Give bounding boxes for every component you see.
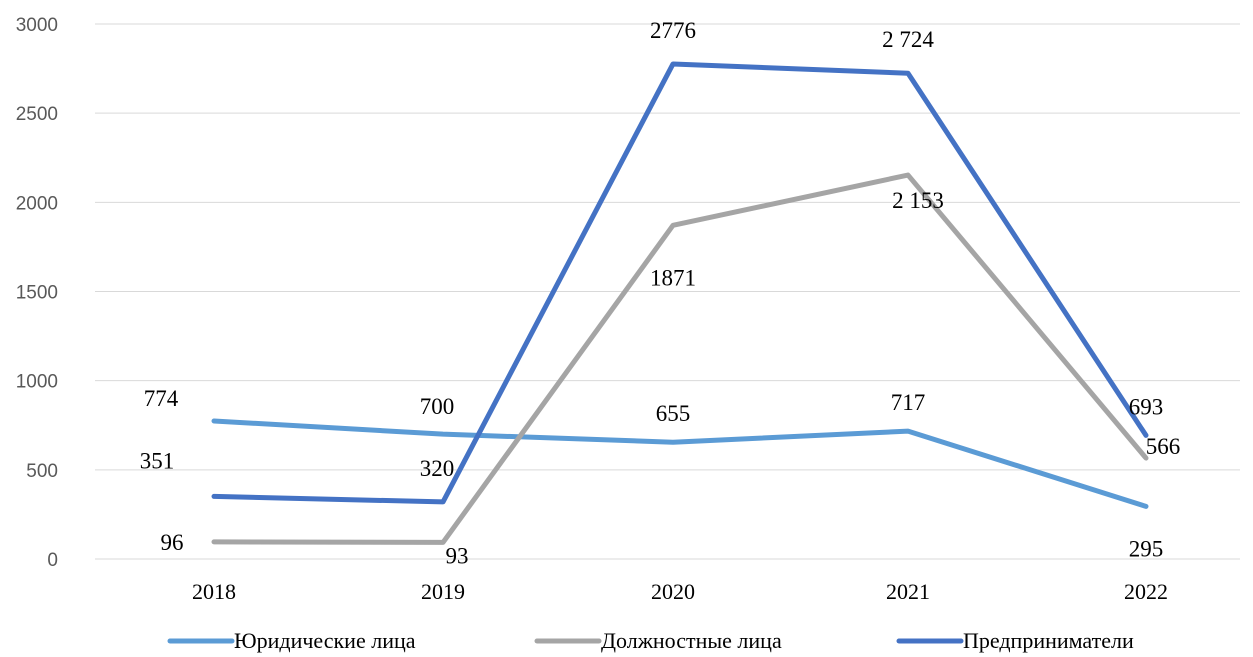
data-label: 566 <box>1146 434 1181 459</box>
legend: Юридические лица Должностные лица Предприн… <box>167 628 1134 653</box>
data-labels: 774 700 655 717 295 96 93 1871 2 153 566 351 320 277… <box>140 18 1181 568</box>
x-tick-label: 2019 <box>421 579 465 604</box>
y-tick-label: 2000 <box>16 193 58 214</box>
data-label: 1871 <box>650 265 696 290</box>
data-label: 2 724 <box>882 27 934 52</box>
y-tick-label: 3000 <box>16 15 58 36</box>
data-label: 93 <box>446 543 469 568</box>
data-label: 2776 <box>650 18 696 43</box>
data-label: 655 <box>656 401 691 426</box>
y-tick-label: 0 <box>47 550 58 571</box>
data-label: 700 <box>420 394 455 419</box>
data-label: 96 <box>161 530 184 555</box>
series-lines <box>211 61 1149 545</box>
x-axis-ticks: 2018 2019 2020 2021 2022 <box>192 579 1168 604</box>
legend-label: Должностные лица <box>601 628 782 653</box>
data-label: 320 <box>420 456 455 481</box>
data-label: 351 <box>140 448 175 473</box>
x-tick-label: 2022 <box>1124 579 1168 604</box>
legend-label: Юридические лица <box>234 628 416 653</box>
data-label: 717 <box>891 390 926 415</box>
y-axis-ticks: 0 500 1000 1500 2000 2500 3000 <box>16 15 58 571</box>
x-tick-label: 2021 <box>886 579 930 604</box>
y-tick-label: 1000 <box>16 372 58 393</box>
data-label: 2 153 <box>892 188 944 213</box>
y-tick-label: 2500 <box>16 104 58 125</box>
legend-label: Предприниматели <box>963 628 1134 653</box>
series-line-2 <box>211 61 1149 505</box>
gridlines <box>95 23 1240 560</box>
data-label: 774 <box>144 386 179 411</box>
x-tick-label: 2018 <box>192 579 236 604</box>
series-line-0 <box>211 418 1149 509</box>
y-tick-label: 500 <box>26 461 58 482</box>
series-line-1 <box>211 172 1149 545</box>
y-tick-label: 1500 <box>16 283 58 304</box>
x-tick-label: 2020 <box>651 579 695 604</box>
data-label: 295 <box>1129 536 1164 561</box>
data-label: 693 <box>1129 394 1164 419</box>
